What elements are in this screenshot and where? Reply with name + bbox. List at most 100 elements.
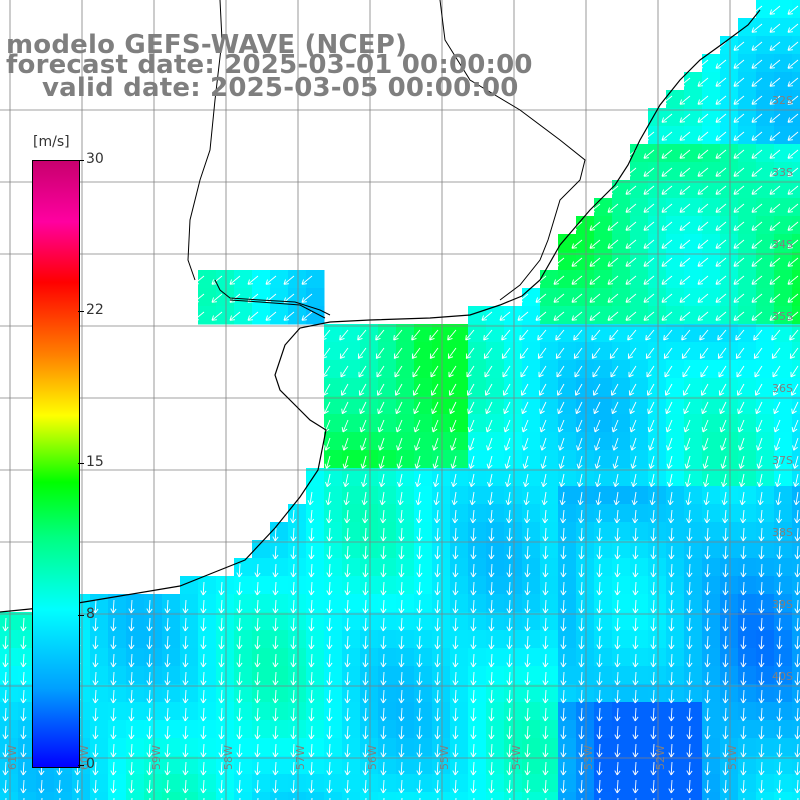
wind-arrow [722, 725, 729, 740]
wind-cell [198, 702, 217, 721]
wind-cell [558, 504, 577, 523]
wind-cell [180, 738, 199, 757]
wind-arrow [362, 509, 369, 524]
wind-arrow [146, 707, 153, 722]
wind-arrow [200, 779, 207, 794]
wind-cell [504, 360, 523, 379]
wind-arrow [434, 725, 441, 740]
wind-cell [126, 630, 145, 649]
wind-arrow [668, 635, 675, 650]
wind-cell [576, 702, 595, 721]
wind-arrow [715, 203, 727, 213]
wind-arrow [236, 707, 243, 722]
wind-arrow [326, 725, 333, 740]
colorbar-unit: [m/s] [33, 134, 70, 150]
wind-arrow [740, 509, 747, 524]
wind-cell [720, 432, 739, 451]
wind-arrow [661, 221, 673, 231]
wind-cell [558, 522, 577, 541]
wind-cell [630, 324, 649, 343]
wind-arrow [502, 365, 511, 378]
wind-arrow [751, 59, 763, 69]
wind-arrow [343, 491, 350, 506]
wind-arrow [470, 761, 477, 776]
wind-cell [540, 414, 559, 433]
wind-arrow [416, 743, 423, 758]
wind-arrow [578, 509, 585, 524]
wind-arrow [503, 401, 511, 415]
wind-cell [576, 792, 595, 800]
wind-arrow [560, 635, 567, 650]
wind-cell [756, 450, 775, 469]
wind-arrow [609, 329, 619, 341]
wind-arrow [398, 563, 405, 578]
wind-arrow [751, 41, 763, 51]
wind-arrow [769, 131, 781, 141]
wind-cell [792, 108, 800, 127]
wind-cell [720, 540, 739, 559]
lon-label: 51W [726, 745, 739, 770]
wind-arrow [488, 599, 495, 614]
lat-label: 34S [772, 238, 793, 251]
wind-arrow [578, 653, 585, 668]
wind-arrow [488, 635, 495, 650]
wind-arrow [524, 707, 531, 722]
wind-arrow [434, 545, 441, 560]
wind-cell [432, 594, 451, 613]
wind-cell [684, 468, 703, 487]
wind-cell [432, 504, 451, 523]
wind-arrow [272, 563, 279, 578]
wind-cell [684, 720, 703, 739]
wind-arrow [751, 275, 763, 285]
wind-cell [342, 504, 361, 523]
wind-arrow [539, 419, 547, 433]
wind-cell [666, 774, 685, 793]
wind-arrow [344, 635, 351, 650]
wind-arrow [470, 779, 477, 794]
wind-arrow [591, 347, 601, 359]
wind-arrow [182, 779, 189, 794]
wind-cell [90, 684, 109, 703]
wind-arrow [666, 437, 673, 451]
wind-arrow [218, 581, 225, 596]
wind-cell [630, 774, 649, 793]
wind-arrow [733, 239, 745, 249]
wind-arrow [787, 41, 799, 51]
wind-arrow [699, 329, 709, 341]
wind-arrow [542, 635, 549, 650]
wind-arrow [553, 311, 565, 321]
wind-arrow [772, 365, 781, 378]
wind-arrow [769, 203, 781, 213]
wind-cell [540, 558, 559, 577]
wind-cell [576, 432, 595, 451]
wind-arrow [254, 707, 261, 722]
wind-cell [666, 648, 685, 667]
wind-arrow [661, 257, 673, 267]
wind-arrow [668, 581, 675, 596]
wind-arrow [357, 347, 367, 359]
wind-cell [702, 756, 721, 775]
wind-cell [738, 396, 757, 415]
wind-arrow [308, 635, 315, 650]
wind-arrow [733, 221, 745, 231]
wind-cell [756, 504, 775, 523]
wind-cell [216, 684, 235, 703]
wind-arrow [524, 599, 531, 614]
wind-arrow [715, 275, 727, 285]
wind-arrow [668, 617, 675, 632]
wind-arrow [193, 275, 205, 285]
wind-cell [360, 432, 379, 451]
wind-arrow [558, 455, 565, 469]
wind-arrow [751, 167, 763, 177]
wind-arrow [290, 635, 297, 650]
wind-cell [180, 792, 199, 800]
wind-arrow [326, 563, 333, 578]
wind-cell [666, 522, 685, 541]
wind-cell [612, 522, 631, 541]
wind-cell [774, 414, 793, 433]
wind-cell [684, 414, 703, 433]
wind-arrow [380, 545, 387, 560]
wind-cell [522, 612, 541, 631]
wind-arrow [733, 149, 745, 159]
